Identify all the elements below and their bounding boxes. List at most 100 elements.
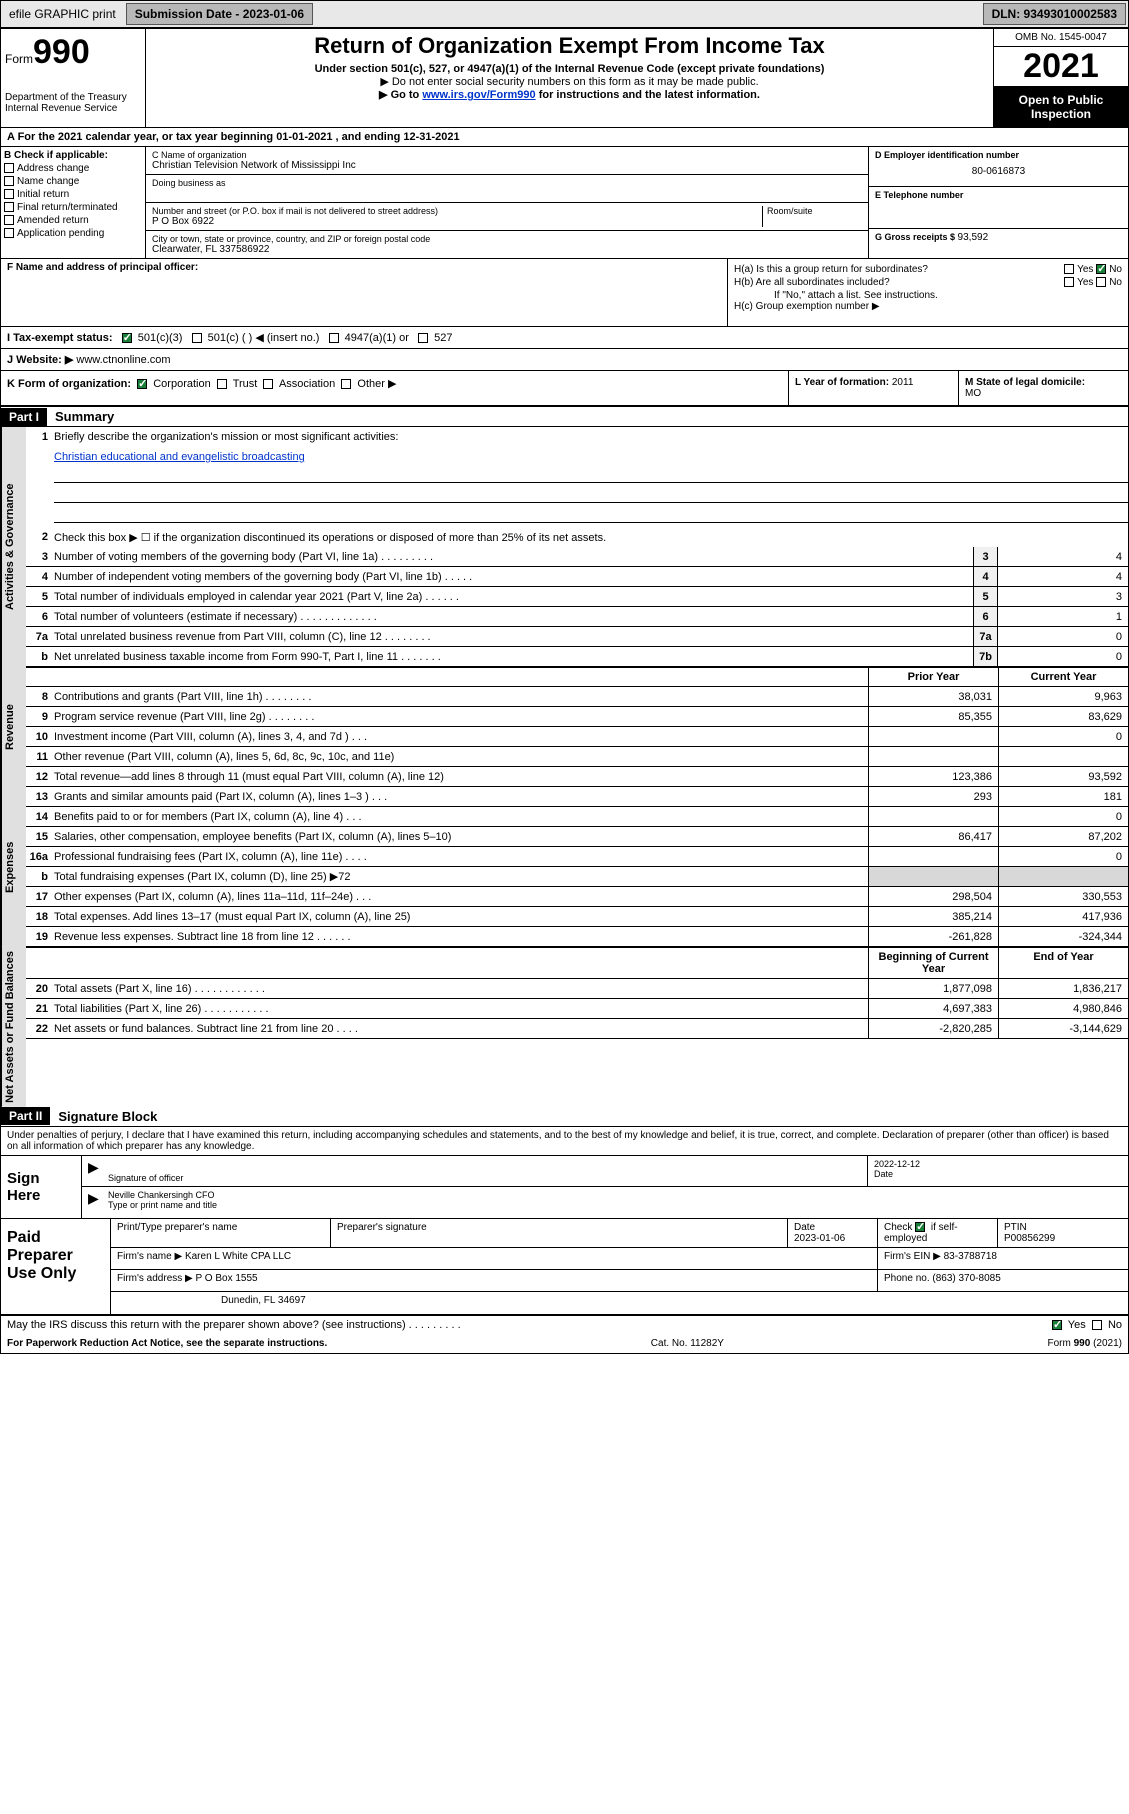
form-990-page: Form990 Department of the Treasury Inter…: [0, 28, 1129, 1354]
chk-501c[interactable]: [192, 333, 202, 343]
line12-current: 93,592: [998, 767, 1128, 786]
line11-current: [998, 747, 1128, 766]
m-label: M State of legal domicile:: [965, 377, 1085, 388]
line8-prior: 38,031: [868, 687, 998, 706]
prep-name-label: Print/Type preparer's name: [117, 1222, 324, 1233]
line1-value-link[interactable]: Christian educational and evangelistic b…: [54, 451, 305, 463]
line11-label: Other revenue (Part VIII, column (A), li…: [54, 748, 868, 766]
ein-value: 80-0616873: [875, 160, 1122, 183]
chk-application-pending[interactable]: Application pending: [4, 228, 142, 239]
may-yes-checkbox[interactable]: [1052, 1320, 1062, 1330]
footer-right: Form 990 (2021): [1048, 1338, 1122, 1349]
firm-name-label: Firm's name ▶: [117, 1251, 185, 1262]
city-label: City or town, state or province, country…: [152, 234, 862, 244]
line3-value: 4: [998, 547, 1128, 566]
line19-current: -324,344: [998, 927, 1128, 946]
may-no-checkbox[interactable]: [1092, 1320, 1102, 1330]
line22-prior: -2,820,285: [868, 1019, 998, 1038]
ha-yes-checkbox[interactable]: [1064, 264, 1074, 274]
form-title: Return of Organization Exempt From Incom…: [150, 33, 989, 59]
line15-label: Salaries, other compensation, employee b…: [54, 828, 868, 846]
line12-prior: 123,386: [868, 767, 998, 786]
line7a-label: Total unrelated business revenue from Pa…: [54, 628, 973, 646]
may-discuss-row: May the IRS discuss this return with the…: [1, 1315, 1128, 1334]
ptin-label: PTIN: [1004, 1222, 1122, 1233]
line9-label: Program service revenue (Part VIII, line…: [54, 708, 868, 726]
website-row: J Website: ▶ www.ctnonline.com: [1, 349, 1128, 371]
arrow-icon: ▶: [88, 1159, 99, 1175]
line4-value: 4: [998, 567, 1128, 586]
hb-yes-checkbox[interactable]: [1064, 277, 1074, 287]
phone-label: E Telephone number: [875, 190, 1122, 200]
m-value: MO: [965, 388, 981, 399]
line16a-label: Professional fundraising fees (Part IX, …: [54, 848, 868, 866]
line18-prior: 385,214: [868, 907, 998, 926]
dln-button[interactable]: DLN: 93493010002583: [983, 3, 1126, 25]
l-label: L Year of formation:: [795, 377, 892, 388]
org-name-label: C Name of organization: [152, 150, 862, 160]
city-value: Clearwater, FL 337586922: [152, 244, 862, 255]
irs-form990-link[interactable]: www.irs.gov/Form990: [422, 89, 535, 101]
row-a-tax-year: A For the 2021 calendar year, or tax yea…: [1, 128, 1128, 147]
chk-self-employed[interactable]: [915, 1222, 925, 1232]
firm-name-value: Karen L White CPA LLC: [185, 1251, 291, 1262]
hb-label: H(b) Are all subordinates included?: [734, 277, 890, 288]
l-value: 2011: [892, 377, 914, 388]
line5-label: Total number of individuals employed in …: [54, 588, 973, 606]
chk-corporation[interactable]: [137, 379, 147, 389]
firm-addr-value: P O Box 1555: [196, 1273, 258, 1284]
governance-section: Activities & Governance 1Briefly describ…: [1, 427, 1128, 667]
chk-final-return[interactable]: Final return/terminated: [4, 202, 142, 213]
line14-label: Benefits paid to or for members (Part IX…: [54, 808, 868, 826]
officer-name-label: Type or print name and title: [108, 1200, 1122, 1210]
signature-declaration: Under penalties of perjury, I declare th…: [1, 1127, 1128, 1155]
footer-mid: Cat. No. 11282Y: [651, 1338, 724, 1349]
website-label: J Website: ▶: [7, 354, 76, 366]
vtab-net-assets: Net Assets or Fund Balances: [1, 947, 26, 1107]
chk-initial-return[interactable]: Initial return: [4, 189, 142, 200]
goto-pre: ▶ Go to: [379, 89, 422, 101]
line17-prior: 298,504: [868, 887, 998, 906]
section-b-c-d: B Check if applicable: Address change Na…: [1, 147, 1128, 259]
vtab-revenue: Revenue: [1, 667, 26, 787]
chk-amended-return[interactable]: Amended return: [4, 215, 142, 226]
prior-year-header: Prior Year: [868, 668, 998, 686]
footer-left: For Paperwork Reduction Act Notice, see …: [7, 1338, 327, 1349]
chk-address-change[interactable]: Address change: [4, 163, 142, 174]
page-footer: For Paperwork Reduction Act Notice, see …: [1, 1334, 1128, 1353]
k-label: K Form of organization:: [7, 378, 131, 390]
firm-phone-value: (863) 370-8085: [932, 1273, 1000, 1284]
line11-prior: [868, 747, 998, 766]
line8-current: 9,963: [998, 687, 1128, 706]
expenses-section: Expenses 13Grants and similar amounts pa…: [1, 787, 1128, 947]
sig-officer-label: Signature of officer: [108, 1173, 861, 1183]
firm-addr-value2: Dunedin, FL 34697: [111, 1292, 1128, 1314]
line10-prior: [868, 727, 998, 746]
chk-trust[interactable]: [217, 379, 227, 389]
top-toolbar: efile GRAPHIC print Submission Date - 20…: [0, 0, 1129, 28]
hb-no-checkbox[interactable]: [1096, 277, 1106, 287]
open-public-badge: Open to Public Inspection: [994, 87, 1128, 127]
chk-name-change[interactable]: Name change: [4, 176, 142, 187]
chk-501c3[interactable]: [122, 333, 132, 343]
status-label: I Tax-exempt status:: [7, 332, 113, 344]
part1-header-row: Part I Summary: [1, 407, 1128, 427]
line22-current: -3,144,629: [998, 1019, 1128, 1038]
submission-date-button[interactable]: Submission Date - 2023-01-06: [126, 3, 313, 25]
part2-header-row: Part II Signature Block: [1, 1107, 1128, 1127]
hb-note: If "No," attach a list. See instructions…: [734, 290, 1122, 301]
line17-current: 330,553: [998, 887, 1128, 906]
street-value: P O Box 6922: [152, 216, 762, 227]
ha-no-checkbox[interactable]: [1096, 264, 1106, 274]
chk-4947[interactable]: [329, 333, 339, 343]
line8-label: Contributions and grants (Part VIII, lin…: [54, 688, 868, 706]
revenue-section: Revenue Prior YearCurrent Year 8Contribu…: [1, 667, 1128, 787]
line13-label: Grants and similar amounts paid (Part IX…: [54, 788, 868, 806]
chk-association[interactable]: [263, 379, 273, 389]
chk-other[interactable]: [341, 379, 351, 389]
line13-current: 181: [998, 787, 1128, 806]
arrow-icon: ▶: [88, 1190, 99, 1206]
street-label: Number and street (or P.O. box if mail i…: [152, 206, 762, 216]
chk-527[interactable]: [418, 333, 428, 343]
tax-year: 2021: [994, 47, 1128, 87]
